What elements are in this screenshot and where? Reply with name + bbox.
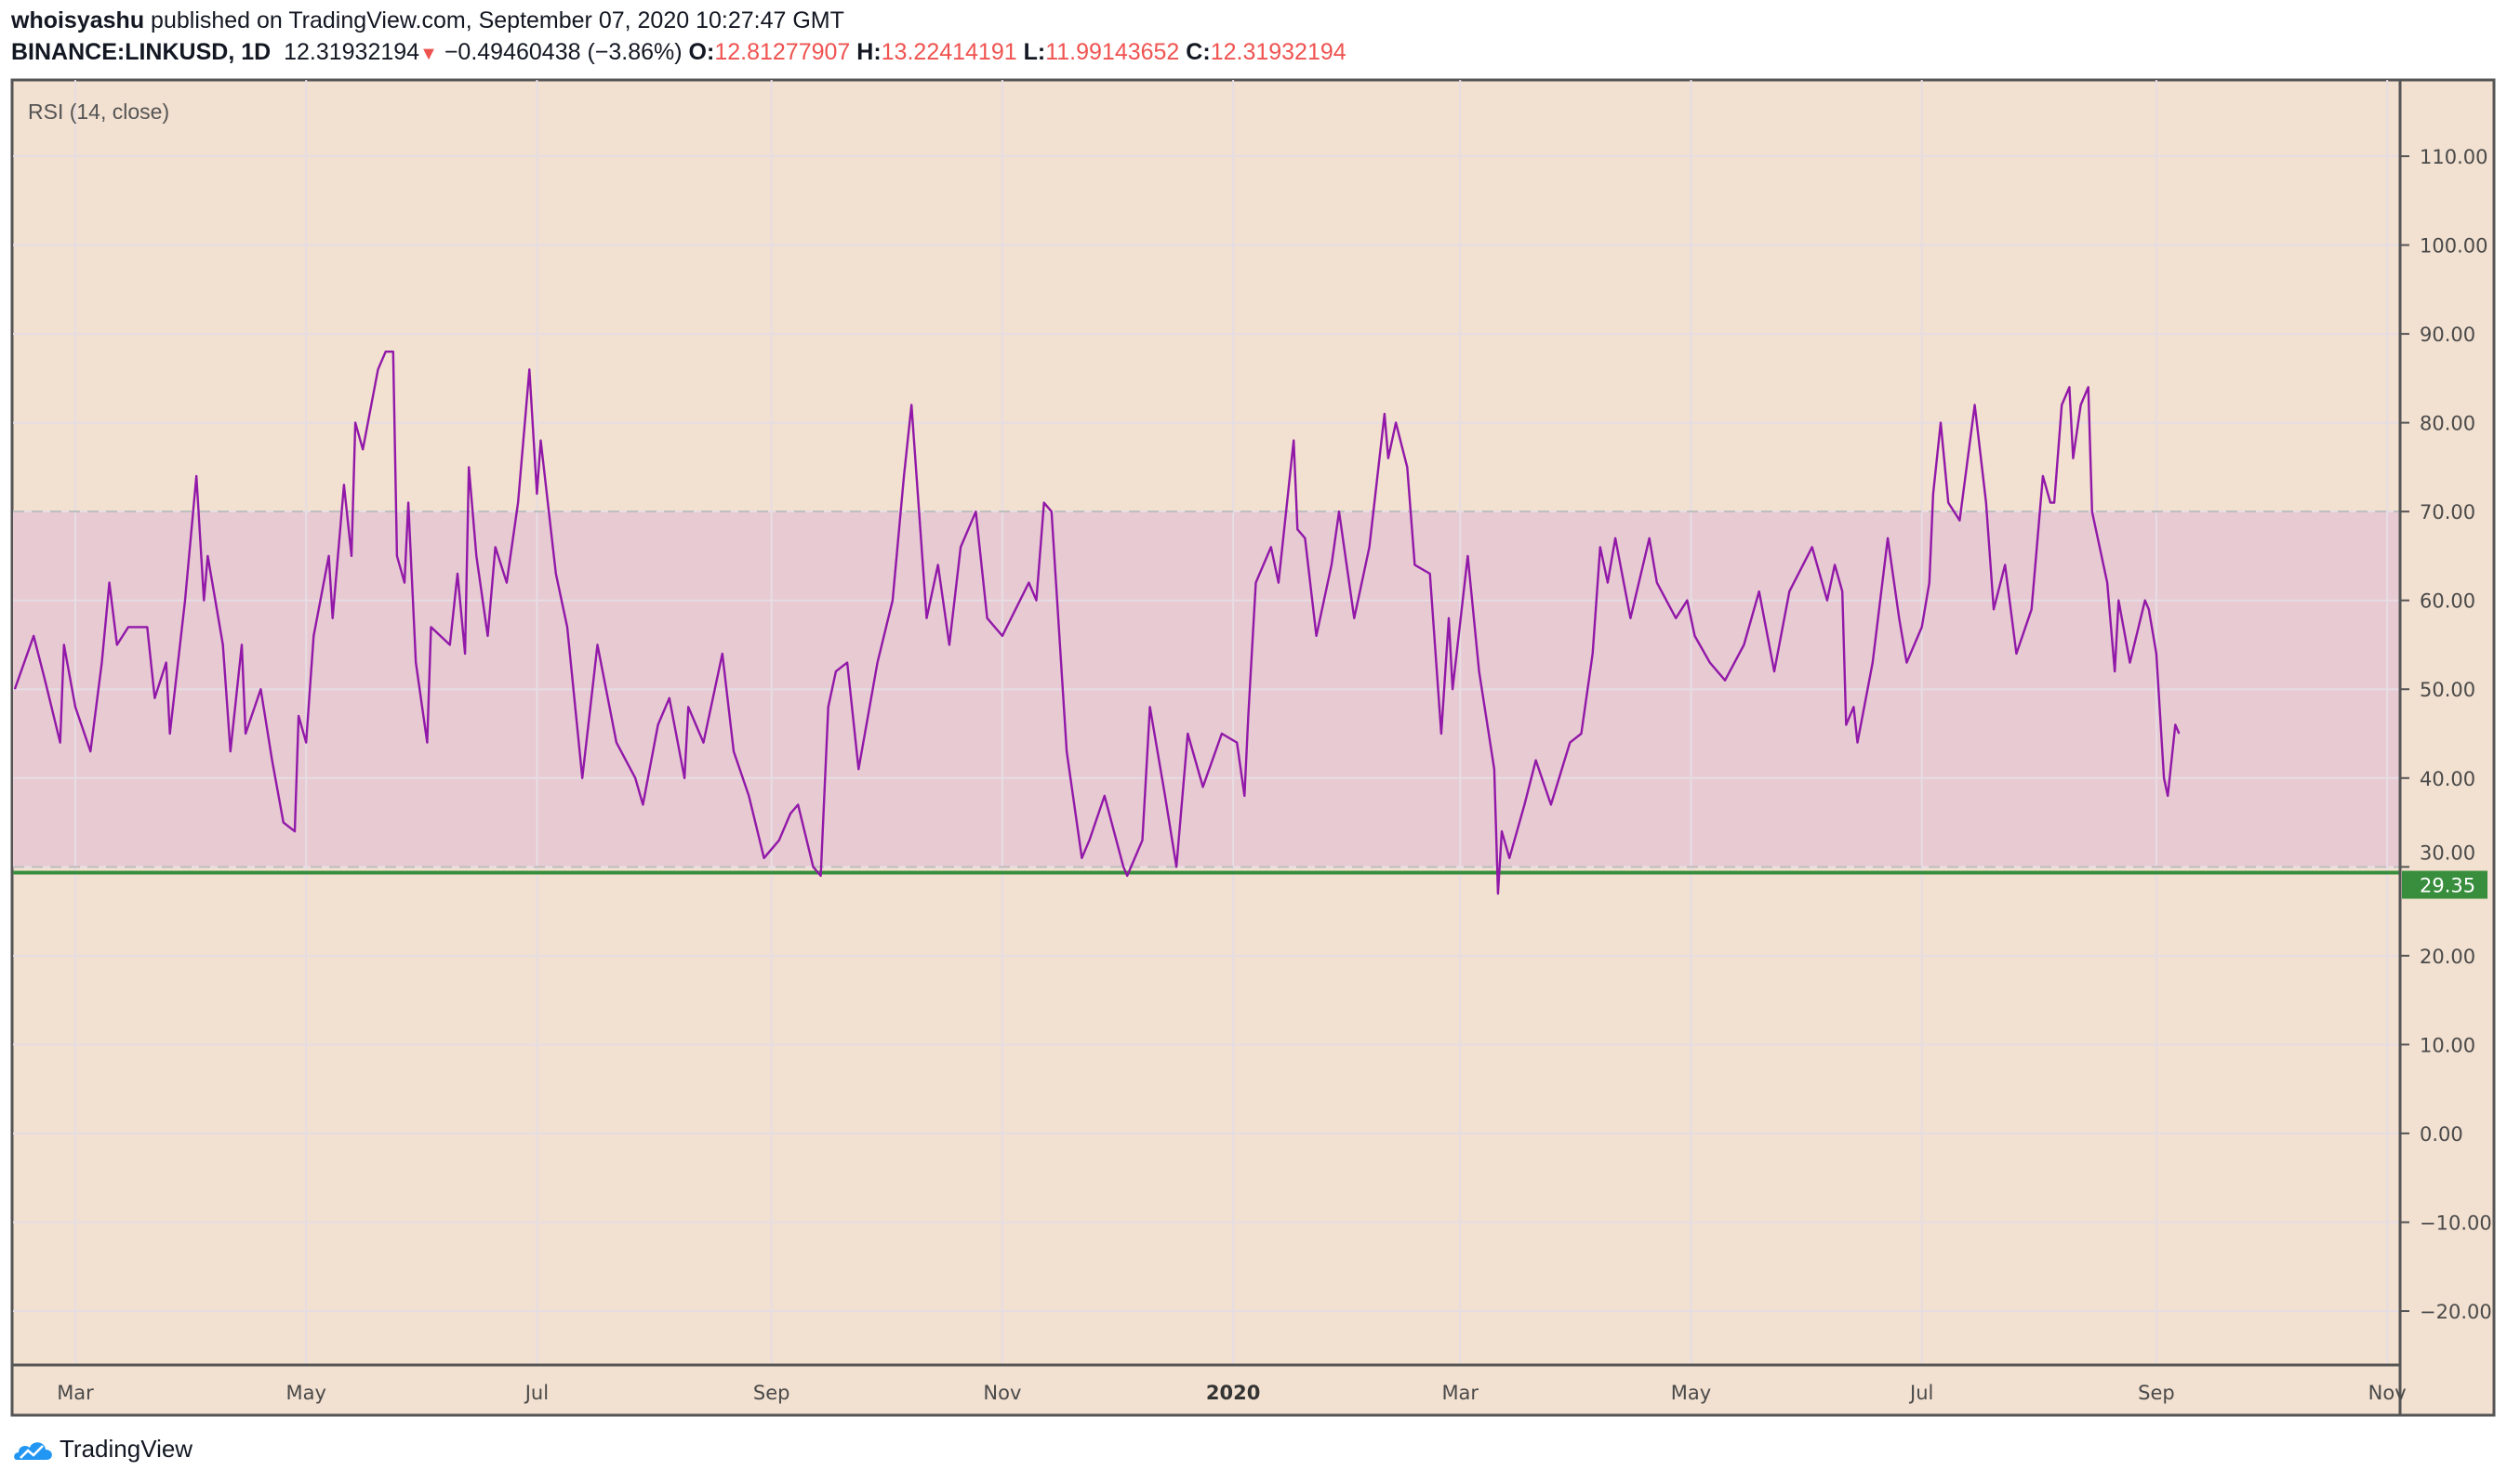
- rsi-series-line: [13, 351, 2181, 895]
- support-label-box: [2402, 870, 2487, 899]
- y-tick-label: 60.00: [2420, 590, 2475, 613]
- x-tick-label: Mar: [1441, 1382, 1479, 1404]
- indicator-label[interactable]: RSI (14, close): [28, 99, 169, 124]
- x-axis[interactable]: Mar May Jul Sep Nov 2020 Mar May Jul Sep Nov: [57, 1382, 2406, 1404]
- close-value: 12.31932194: [1210, 39, 1346, 65]
- price-change: −0.49460438 (−3.86%): [444, 39, 683, 65]
- support-label-text: 29.35: [2420, 875, 2475, 897]
- y-tick-label: −10.00: [2420, 1212, 2492, 1234]
- last-price: 12.31932194: [284, 39, 420, 65]
- high-label: H:: [856, 39, 882, 65]
- y-tick-label: 100.00: [2420, 235, 2487, 258]
- vertical-gridlines: [74, 80, 2389, 1365]
- brand-name: TradingView: [60, 1435, 193, 1463]
- x-tick-label: Jul: [1908, 1382, 1933, 1404]
- symbol-name: BINANCE:LINKUSD, 1D: [11, 39, 272, 65]
- publish-text: published on TradingView.com, September …: [151, 7, 844, 33]
- horizontal-gridlines: [13, 155, 2400, 1313]
- y-tick-label: 90.00: [2420, 324, 2475, 346]
- publish-info: whoisyashu published on TradingView.com,…: [11, 7, 844, 34]
- y-tick-label: 80.00: [2420, 413, 2475, 435]
- y-tick-label: 110.00: [2420, 146, 2487, 168]
- tradingview-logo[interactable]: TradingView: [13, 1435, 192, 1464]
- x-tick-label: Sep: [753, 1382, 790, 1404]
- cloud-icon: [14, 1441, 52, 1460]
- x-tick-label: Mar: [57, 1382, 94, 1404]
- y-tick-label: 50.00: [2420, 679, 2475, 701]
- y-tick-label: −20.00: [2420, 1301, 2492, 1323]
- x-tick-label: May: [1671, 1382, 1711, 1404]
- y-axis[interactable]: 110.00 100.00 90.00 80.00 70.00 60.00 50.00 40.…: [2400, 146, 2492, 1323]
- author-name[interactable]: whoisyashu: [11, 7, 145, 33]
- y-tick-label: 70.00: [2420, 501, 2475, 523]
- triangle-down-icon: ▼: [419, 44, 438, 64]
- close-label: C:: [1186, 39, 1211, 65]
- y-tick-label: 30.00: [2420, 841, 2475, 864]
- x-tick-label: 2020: [1206, 1382, 1260, 1404]
- open-label: O:: [688, 39, 715, 65]
- y-tick-label: 20.00: [2420, 946, 2475, 968]
- support-label: 29.35: [2402, 870, 2487, 899]
- x-tick-label: Nov: [983, 1382, 1021, 1404]
- y-tick-label: 0.00: [2420, 1123, 2463, 1146]
- y-tick-label: 40.00: [2420, 768, 2475, 790]
- x-tick-label: Jul: [524, 1382, 549, 1404]
- open-value: 12.81277907: [714, 39, 851, 65]
- high-value: 13.22414191: [881, 39, 1017, 65]
- x-tick-label: Nov: [2368, 1382, 2407, 1404]
- symbol-legend: BINANCE:LINKUSD, 1D 12.31932194▼ −0.4946…: [11, 39, 1346, 66]
- y-tick-label: 10.00: [2420, 1034, 2475, 1056]
- low-value: 11.99143652: [1045, 39, 1180, 65]
- low-label: L:: [1023, 39, 1046, 65]
- x-tick-label: Sep: [2138, 1382, 2175, 1404]
- x-tick-label: May: [285, 1382, 325, 1404]
